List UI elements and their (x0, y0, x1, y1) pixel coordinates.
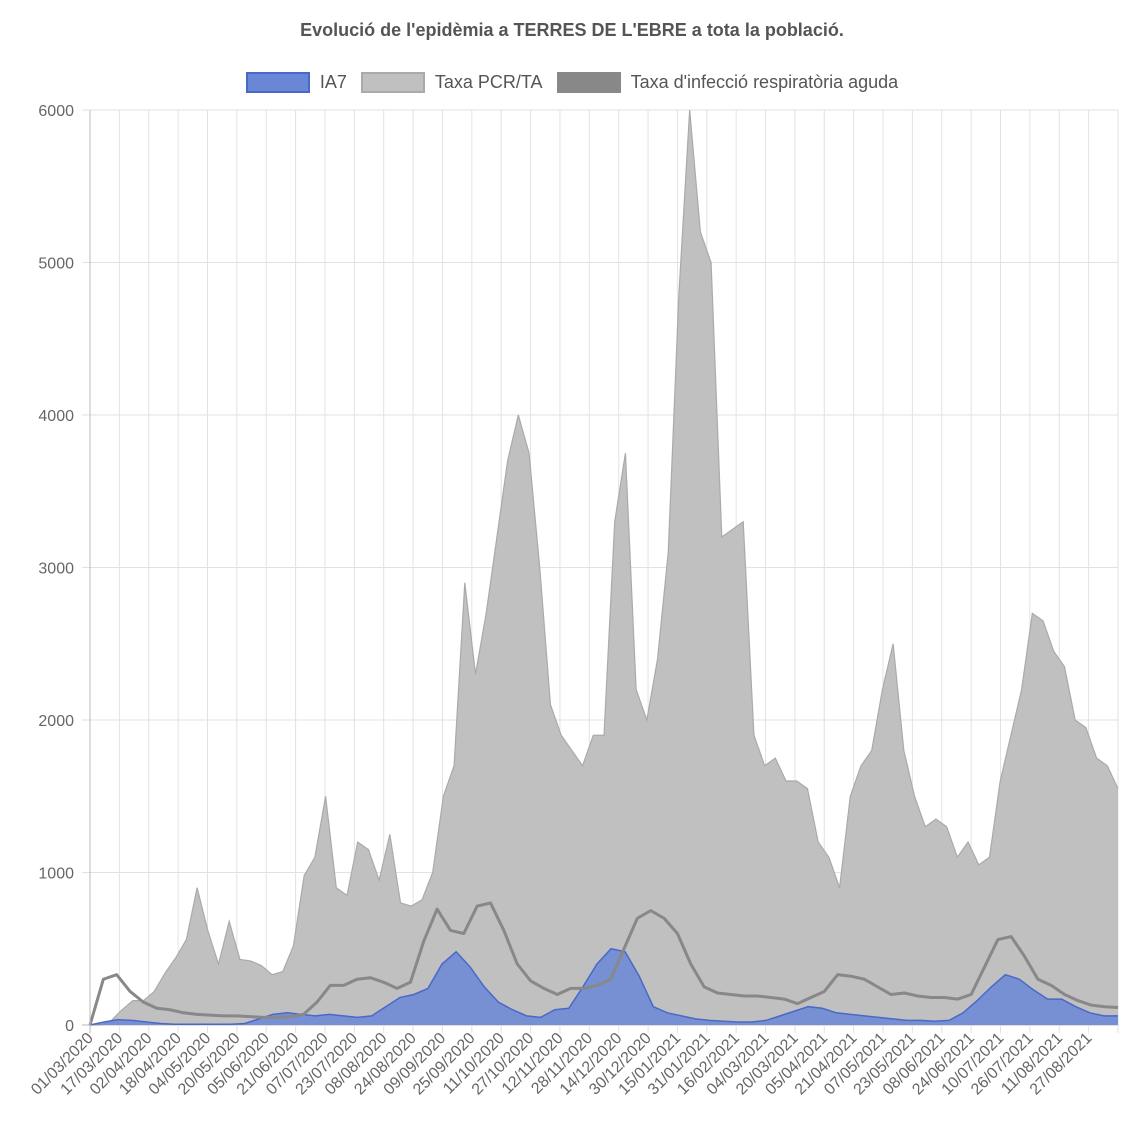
chart-legend: IA7 Taxa PCR/TA Taxa d'infecció respirat… (0, 72, 1126, 93)
series-line-taxa-pcr (90, 109, 1119, 1026)
y-tick-label: 1000 (38, 866, 74, 883)
y-tick-label: 3000 (38, 561, 74, 578)
legend-item-ira[interactable]: Taxa d'infecció respiratòria aguda (556, 72, 899, 93)
chart-title: Evolució de l'epidèmia a TERRES DE L'EBR… (300, 20, 844, 40)
legend-label-ia7: IA7 (319, 72, 347, 92)
y-tick-label: 6000 (38, 103, 74, 120)
y-tick-label: 5000 (38, 256, 74, 273)
series-area-taxa-pcr (90, 110, 1118, 1025)
series-line-taxa-ira (88, 901, 1119, 1026)
legend-label-ira: Taxa d'infecció respiratòria aguda (630, 72, 899, 92)
y-tick-label: 4000 (38, 408, 74, 425)
y-tick-label: 2000 (38, 713, 74, 730)
legend-label-pcr: Taxa PCR/TA (434, 72, 543, 92)
legend-swatch-pcr (360, 72, 425, 93)
legend-item-ia7[interactable]: IA7 (245, 72, 347, 93)
series-area-ia7 (90, 948, 1118, 1025)
legend-item-pcr[interactable]: Taxa PCR/TA (360, 72, 543, 93)
legend-swatch-ira (556, 72, 621, 93)
legend-swatch-ia7 (245, 72, 310, 93)
y-tick-label: 0 (65, 1018, 74, 1035)
